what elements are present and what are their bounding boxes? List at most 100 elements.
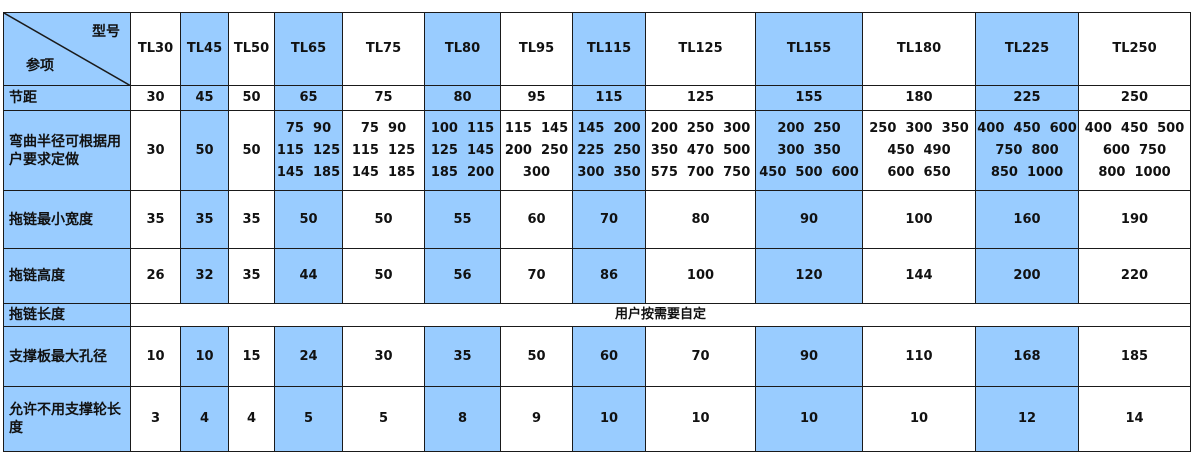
value-cell: 90 xyxy=(755,326,863,387)
value-line: 850 1000 xyxy=(990,164,1064,180)
model-header: TL180 xyxy=(862,12,976,86)
value-cell: 4 xyxy=(180,386,229,452)
value-cell: 225 xyxy=(975,85,1079,111)
value-line: 250 300 350 xyxy=(869,120,969,136)
value-cell: 70 xyxy=(572,190,646,249)
value-cell: 180 xyxy=(862,85,976,111)
value-line: 50 xyxy=(195,142,214,158)
value-cell: 60 xyxy=(500,190,573,249)
table-row: 拖链最小宽度 35 35 35 50 50 55 60 70 80 90 100 160 190 xyxy=(3,190,1191,249)
value-cell: 4 xyxy=(228,386,275,452)
value-cell: 145 200 225 250 300 350 xyxy=(572,110,646,191)
corner-bottom-label: 参项 xyxy=(26,58,54,74)
value-cell: 10 xyxy=(130,326,181,387)
value-cell: 95 xyxy=(500,85,573,111)
value-cell: 50 xyxy=(274,190,343,249)
value-cell: 35 xyxy=(130,190,181,249)
model-header: TL45 xyxy=(180,12,229,86)
table-row: 拖链高度 26 32 35 44 50 56 70 86 100 120 144 200 220 xyxy=(3,248,1191,304)
model-header: TL65 xyxy=(274,12,343,86)
value-line: 115 125 xyxy=(351,142,416,158)
specs-table: 型号 参项 TL30 TL45 TL50 TL65 TL75 TL80 TL95 TL115 TL1… xyxy=(3,12,1191,452)
model-header: TL50 xyxy=(228,12,275,86)
value-cell: 400 450 600 750 800 850 1000 xyxy=(975,110,1079,191)
value-line: 300 350 xyxy=(577,164,641,180)
value-cell: 30 xyxy=(130,85,181,111)
table-row: 拖链长度 用户按需要自定 xyxy=(3,303,1191,327)
value-cell: 80 xyxy=(645,190,756,249)
value-cell: 24 xyxy=(274,326,343,387)
corner-top-label: 型号 xyxy=(92,24,120,40)
value-line: 600 650 xyxy=(887,164,951,180)
value-cell: 75 xyxy=(342,85,425,111)
value-line: 30 xyxy=(146,142,165,158)
value-cell: 115 145 200 250 300 xyxy=(500,110,573,191)
value-cell: 250 xyxy=(1078,85,1191,111)
model-header: TL95 xyxy=(500,12,573,86)
value-line: 125 145 xyxy=(430,142,495,158)
table-row: 弯曲半径可根据用户要求定做 30 50 50 75 90 115 125 145 185 75… xyxy=(3,110,1191,191)
table-row: 允许不用支撑轮长度 3 4 4 5 5 8 9 10 10 10 10 12 14 xyxy=(3,386,1191,452)
value-cell: 100 115 125 145 185 200 xyxy=(424,110,501,191)
value-cell: 55 xyxy=(424,190,501,249)
value-cell: 10 xyxy=(180,326,229,387)
value-line: 185 200 xyxy=(430,164,495,180)
model-header: TL155 xyxy=(755,12,863,86)
value-cell: 90 xyxy=(755,190,863,249)
value-cell: 45 xyxy=(180,85,229,111)
value-cell: 35 xyxy=(180,190,229,249)
span-cell: 用户按需要自定 xyxy=(130,303,1191,327)
value-cell: 35 xyxy=(424,326,501,387)
row-label: 弯曲半径可根据用户要求定做 xyxy=(3,110,131,191)
value-cell: 50 xyxy=(228,85,275,111)
value-cell: 5 xyxy=(342,386,425,452)
value-cell: 100 xyxy=(862,190,976,249)
row-label: 拖链高度 xyxy=(3,248,131,304)
value-line: 200 250 300 xyxy=(650,120,751,136)
value-cell: 50 xyxy=(342,190,425,249)
model-header: TL30 xyxy=(130,12,181,86)
value-cell: 50 xyxy=(180,110,229,191)
diagonal-line xyxy=(4,13,131,86)
value-cell: 65 xyxy=(274,85,343,111)
value-line: 350 470 500 xyxy=(650,142,751,158)
value-cell: 10 xyxy=(755,386,863,452)
value-cell: 35 xyxy=(228,248,275,304)
value-line: 750 800 xyxy=(995,142,1059,158)
value-cell: 185 xyxy=(1078,326,1191,387)
value-cell: 8 xyxy=(424,386,501,452)
row-label: 支撑板最大孔径 xyxy=(3,326,131,387)
value-cell: 86 xyxy=(572,248,646,304)
model-header: TL80 xyxy=(424,12,501,86)
row-label: 节距 xyxy=(3,85,131,111)
value-cell: 220 xyxy=(1078,248,1191,304)
value-line: 400 450 600 xyxy=(977,120,1077,136)
value-cell: 3 xyxy=(130,386,181,452)
value-cell: 10 xyxy=(572,386,646,452)
value-cell: 200 250 300 350 450 500 600 xyxy=(755,110,863,191)
value-cell: 56 xyxy=(424,248,501,304)
value-cell: 50 xyxy=(500,326,573,387)
value-cell: 12 xyxy=(975,386,1079,452)
model-header: TL250 xyxy=(1078,12,1191,86)
value-line: 575 700 750 xyxy=(650,164,751,180)
table-row: 节距 30 45 50 65 75 80 95 115 125 155 180 225 250 xyxy=(3,85,1191,111)
row-label: 允许不用支撑轮长度 xyxy=(3,386,131,452)
value-cell: 75 90 115 125 145 185 xyxy=(274,110,343,191)
table-row: 支撑板最大孔径 10 10 15 24 30 35 50 60 70 90 110 168 185 xyxy=(3,326,1191,387)
value-cell: 80 xyxy=(424,85,501,111)
value-cell: 60 xyxy=(572,326,646,387)
value-line: 800 1000 xyxy=(1098,164,1171,180)
value-cell: 250 300 350 450 490 600 650 xyxy=(862,110,976,191)
value-line: 75 90 xyxy=(285,120,332,136)
value-cell: 200 250 300 350 470 500 575 700 750 xyxy=(645,110,756,191)
value-cell: 110 xyxy=(862,326,976,387)
value-line: 450 490 xyxy=(887,142,951,158)
value-cell: 50 xyxy=(228,110,275,191)
row-label: 拖链最小宽度 xyxy=(3,190,131,249)
value-cell: 70 xyxy=(645,326,756,387)
value-line: 300 xyxy=(522,164,551,180)
value-cell: 120 xyxy=(755,248,863,304)
value-cell: 155 xyxy=(755,85,863,111)
value-cell: 168 xyxy=(975,326,1079,387)
